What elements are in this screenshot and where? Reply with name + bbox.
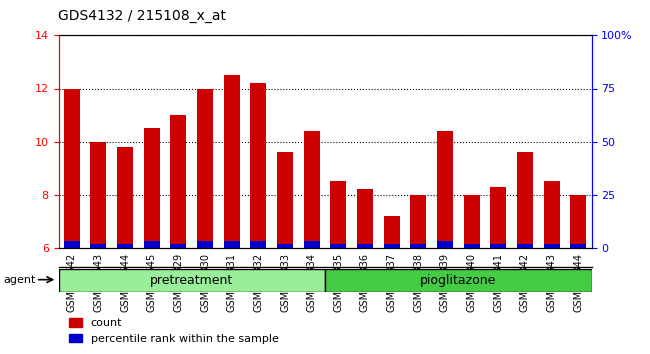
Bar xyxy=(117,147,133,248)
Bar xyxy=(570,195,586,248)
Bar xyxy=(224,241,240,248)
Bar xyxy=(224,75,240,248)
Bar xyxy=(64,241,80,248)
Bar xyxy=(325,269,592,292)
Bar xyxy=(277,152,293,248)
Bar xyxy=(250,83,266,248)
Text: pioglitazone: pioglitazone xyxy=(420,274,497,287)
Bar xyxy=(304,241,320,248)
Bar xyxy=(144,128,160,248)
Bar xyxy=(304,131,320,248)
Text: pretreatment: pretreatment xyxy=(150,274,233,287)
Bar xyxy=(64,88,80,248)
Bar xyxy=(170,115,187,248)
Bar xyxy=(277,244,293,248)
Legend: count, percentile rank within the sample: count, percentile rank within the sample xyxy=(64,314,283,348)
Bar xyxy=(330,181,346,248)
Bar xyxy=(410,195,426,248)
Bar xyxy=(250,241,266,248)
Bar xyxy=(117,244,133,248)
Bar xyxy=(490,187,506,248)
Bar xyxy=(58,269,325,292)
Bar xyxy=(357,244,373,248)
Bar xyxy=(463,195,480,248)
Bar xyxy=(170,244,187,248)
Bar xyxy=(437,131,453,248)
Bar xyxy=(357,189,373,248)
Bar xyxy=(463,244,480,248)
Bar xyxy=(384,216,400,248)
Bar xyxy=(384,244,400,248)
Bar xyxy=(197,241,213,248)
Bar xyxy=(90,244,107,248)
Bar xyxy=(490,244,506,248)
Bar xyxy=(330,244,346,248)
Bar xyxy=(543,244,560,248)
Bar xyxy=(197,88,213,248)
Bar xyxy=(517,152,533,248)
Bar xyxy=(543,181,560,248)
Bar xyxy=(144,241,160,248)
Text: GDS4132 / 215108_x_at: GDS4132 / 215108_x_at xyxy=(58,9,226,23)
Text: agent: agent xyxy=(3,275,36,285)
Bar xyxy=(90,142,107,248)
Bar xyxy=(517,244,533,248)
Bar xyxy=(570,244,586,248)
Bar xyxy=(410,244,426,248)
Bar xyxy=(437,241,453,248)
